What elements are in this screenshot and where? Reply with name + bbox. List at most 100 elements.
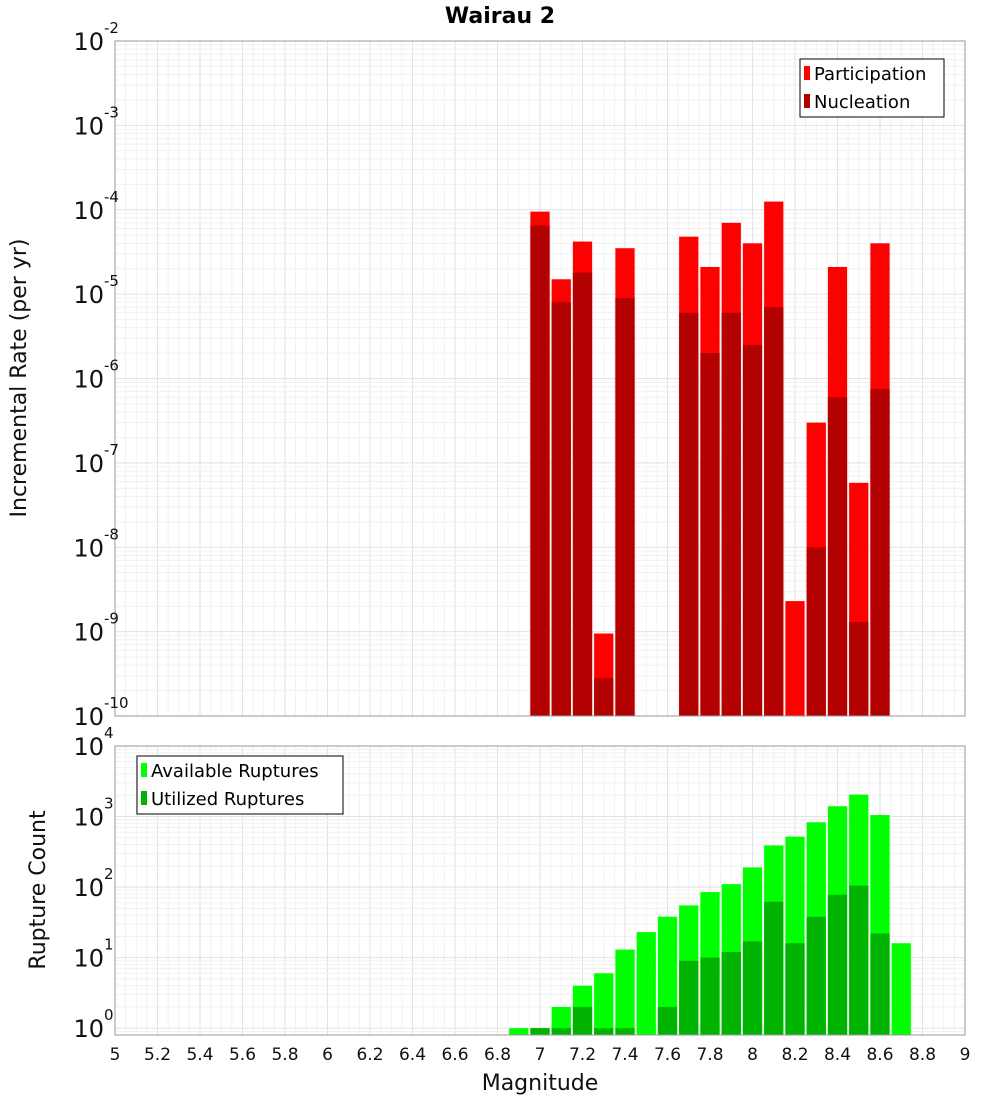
count-plot-legend: Available Ruptures Utilized Ruptures [136, 755, 344, 815]
x-tick-label: 8 [747, 1045, 758, 1065]
count-bar-secondary [742, 941, 763, 1035]
x-tick-label: 5 [110, 1045, 121, 1065]
rate-bar-secondary [530, 225, 550, 716]
y-tick-exponent: 0 [104, 1006, 114, 1024]
x-axis-title: Magnitude [482, 1071, 599, 1096]
x-tick-label: 8.6 [866, 1045, 893, 1065]
x-tick-label: 5.8 [271, 1045, 298, 1065]
legend-label: Participation [814, 64, 926, 85]
x-tick-label: 8.4 [824, 1045, 851, 1065]
x-tick-label: 8.8 [909, 1045, 936, 1065]
y-tick-exponent: -10 [104, 694, 129, 712]
count-bar-secondary [785, 943, 805, 1035]
count-bar-secondary [827, 894, 848, 1035]
x-tick-label: 6.6 [441, 1045, 468, 1065]
legend-label: Utilized Ruptures [151, 789, 304, 810]
y-tick-label: 10 [73, 197, 104, 225]
y-tick-label: 10 [73, 28, 104, 56]
y-tick-label: 10 [73, 945, 104, 973]
x-tick-label: 7.8 [696, 1045, 723, 1065]
x-tick-label: 6.2 [356, 1045, 383, 1065]
rate-bar-secondary [700, 353, 720, 716]
rate-bar-secondary [849, 622, 869, 716]
legend-swatch [141, 763, 147, 777]
legend-box [799, 58, 945, 118]
count-bar-secondary [657, 1006, 678, 1035]
rate-bar-secondary [721, 312, 741, 716]
count-plot-frame [114, 745, 966, 1036]
count-bar-secondary [551, 1028, 571, 1035]
count-bar-secondary [764, 901, 784, 1035]
count-bar-primary [551, 1006, 571, 1035]
y-tick-exponent: 3 [104, 795, 114, 813]
count-bar-secondary [700, 957, 720, 1035]
x-tick-label: 8.2 [781, 1045, 808, 1065]
count-bar-secondary [849, 885, 869, 1035]
y-tick-label: 10 [73, 874, 104, 902]
legend-label: Available Ruptures [151, 761, 319, 782]
rate-bar-secondary [764, 307, 784, 716]
y-tick-exponent: -5 [104, 272, 119, 290]
x-tick-label: 9 [960, 1045, 971, 1065]
count-bar-primary [594, 973, 614, 1035]
rate-plot-frame [114, 40, 966, 717]
y-tick-label: 10 [73, 703, 104, 731]
rate-bar-secondary [594, 678, 614, 716]
x-tick-label: 5.4 [186, 1045, 213, 1065]
y-tick-label: 10 [73, 281, 104, 309]
chart-title: Wairau 2 [445, 4, 555, 29]
rate-bar-secondary [827, 397, 848, 716]
y-tick-label: 10 [73, 450, 104, 478]
count-bar-secondary [615, 1028, 635, 1035]
count-bar-secondary [806, 916, 826, 1035]
rate-bar-secondary [679, 312, 699, 716]
y-tick-exponent: -8 [104, 525, 119, 543]
rate-bar-secondary [551, 302, 571, 716]
count-bar-primary [636, 932, 656, 1035]
count-bar-primary [657, 916, 678, 1035]
legend-swatch [804, 66, 810, 80]
legend-swatch [141, 791, 147, 805]
x-tick-label: 7.2 [569, 1045, 596, 1065]
y-tick-exponent: -6 [104, 357, 119, 375]
y-tick-exponent: -2 [104, 19, 119, 37]
rate-bar-secondary [870, 389, 890, 716]
y-tick-exponent: 2 [104, 865, 114, 883]
y-tick-label: 10 [73, 804, 104, 832]
y-tick-exponent: 1 [104, 936, 114, 954]
count-bar-secondary [572, 1006, 593, 1035]
count-plot-bars [509, 794, 911, 1035]
legend-swatch [804, 94, 810, 108]
count-plot-y-axis-title: Rupture Count [26, 810, 51, 970]
y-tick-label: 10 [73, 619, 104, 647]
count-bar-secondary [594, 1028, 614, 1035]
y-tick-exponent: -7 [104, 441, 119, 459]
count-bar-secondary [530, 1028, 550, 1035]
y-tick-exponent: -4 [104, 188, 119, 206]
x-axis-ticks: 5 5.2 5.4 5.6 5.8 6 6.2 6.4 6.6 6.8 7 7.2 7.4 7.6 7.8 8… [110, 1045, 971, 1065]
count-bar-primary [615, 949, 635, 1035]
y-tick-label: 10 [73, 112, 104, 140]
legend-label: Nucleation [814, 92, 910, 113]
y-tick-exponent: 4 [104, 724, 114, 742]
y-tick-label: 10 [73, 1015, 104, 1043]
rate-bar-secondary [615, 297, 635, 716]
rate-bar-primary [785, 601, 805, 716]
rate-plot-legend: Participation Nucleation [799, 58, 945, 118]
x-tick-label: 7.4 [611, 1045, 638, 1065]
x-tick-label: 6.8 [484, 1045, 511, 1065]
x-tick-label: 6 [322, 1045, 333, 1065]
rate-plot-bars [530, 201, 890, 717]
count-bar-primary [891, 943, 911, 1035]
count-bar-primary [509, 1028, 529, 1035]
rate-plot-y-axis-title: Incremental Rate (per yr) [7, 239, 32, 518]
x-tick-label: 7.6 [654, 1045, 681, 1065]
y-tick-label: 10 [73, 366, 104, 394]
count-bar-secondary [721, 952, 741, 1035]
x-tick-label: 5.6 [229, 1045, 256, 1065]
y-tick-exponent: -9 [104, 610, 119, 628]
